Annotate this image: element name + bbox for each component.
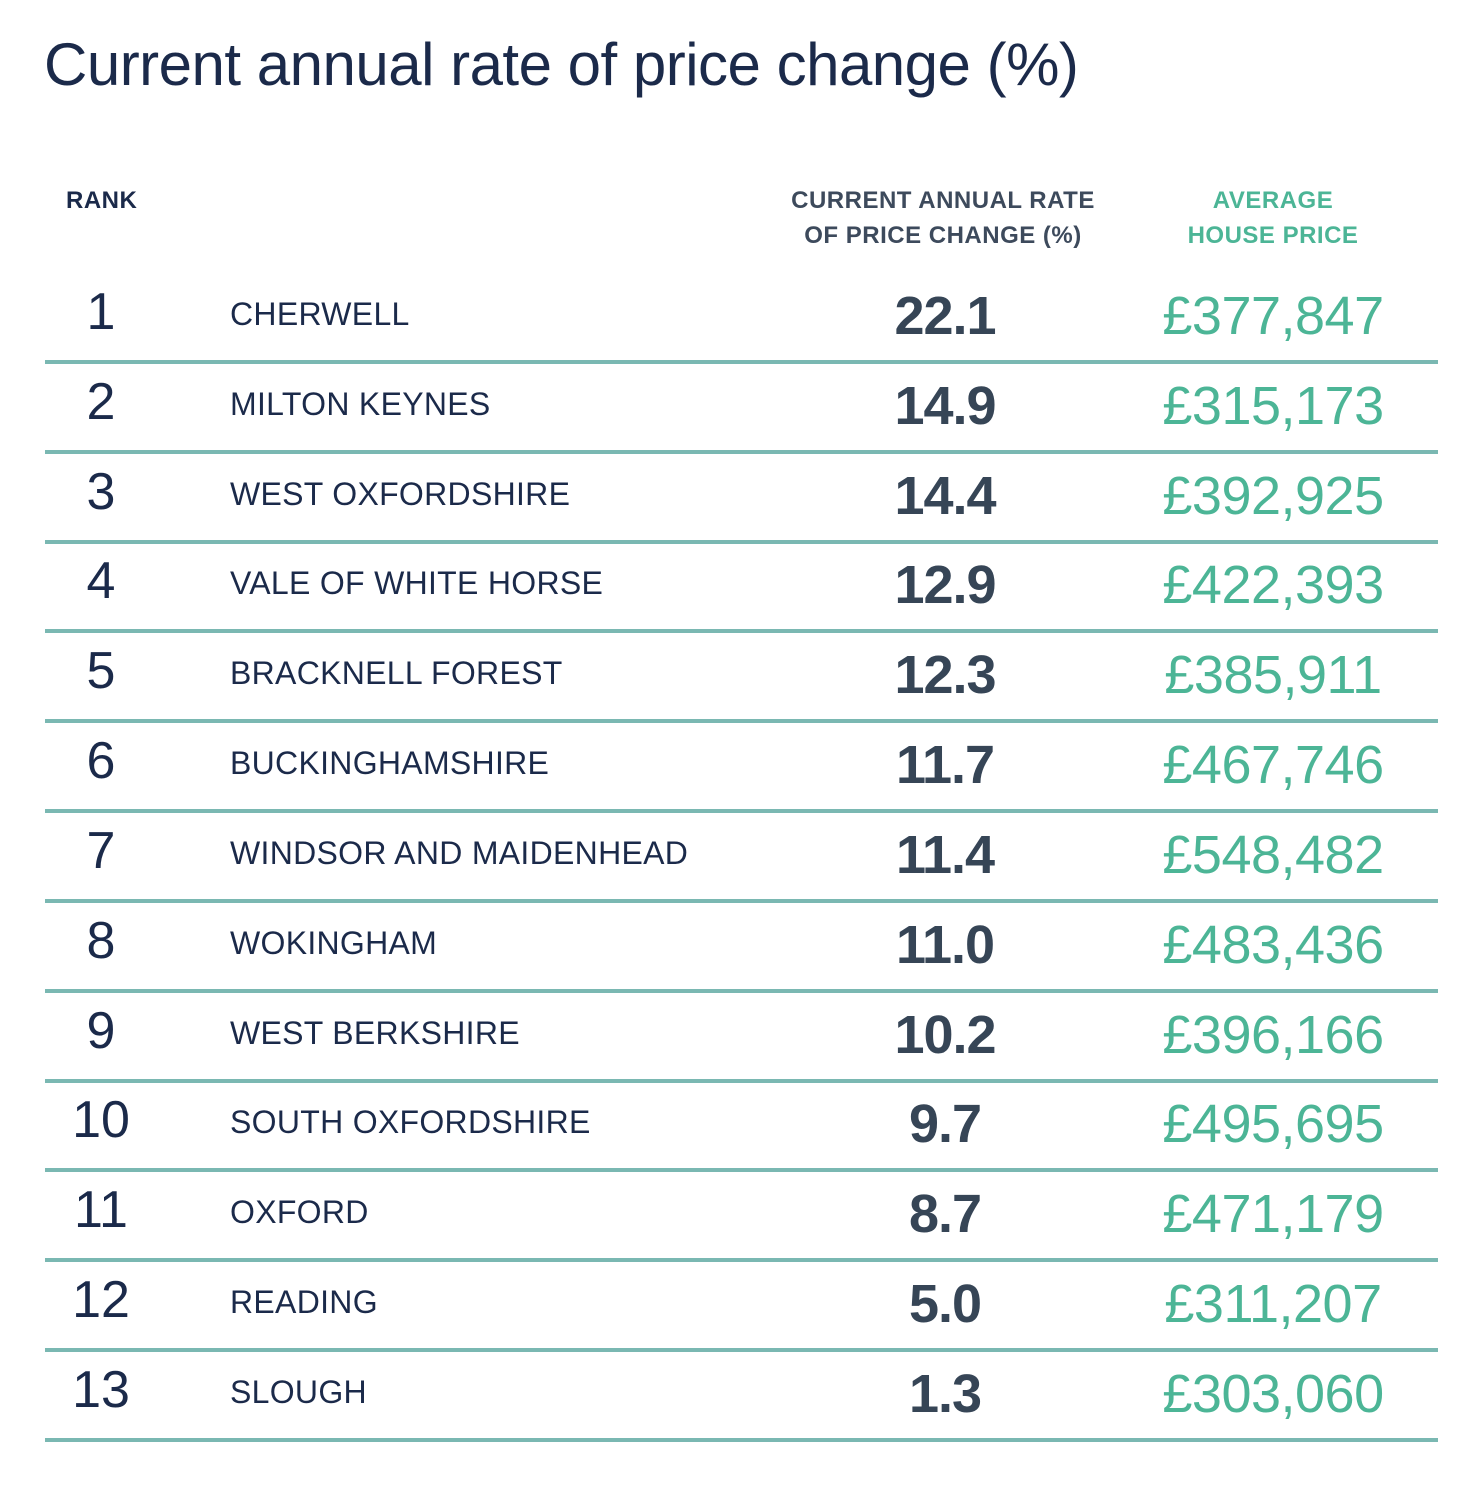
area-cell: SOUTH OXFORDSHIRE <box>230 1104 591 1141</box>
table-row: 12 READING 5.0 £311,207 <box>45 1262 1438 1353</box>
row-divider <box>45 449 1438 454</box>
price-cell: £392,925 <box>1162 465 1384 526</box>
header-rate-line-1: CURRENT ANNUAL RATE <box>791 187 1095 214</box>
header-rate-line-2: OF PRICE CHANGE (%) <box>804 222 1082 249</box>
area-cell: SLOUGH <box>230 1373 367 1410</box>
table-row: 2 MILTON KEYNES 14.9 £315,173 <box>45 364 1438 454</box>
table-row: 6 BUCKINGHAMSHIRE 11.7 £467,746 <box>45 723 1438 814</box>
rank-cell: 1 <box>86 283 116 341</box>
table-row: 3 WEST OXFORDSHIRE 14.4 £392,925 <box>45 454 1438 544</box>
row-divider <box>45 719 1438 724</box>
header-rate: CURRENT ANNUAL RATE OF PRICE CHANGE (%) <box>760 183 1126 253</box>
rate-cell: 14.9 <box>894 375 996 436</box>
table-row: 10 SOUTH OXFORDSHIRE 9.7 £495,695 <box>45 1082 1438 1173</box>
rate-cell: 12.9 <box>894 555 996 616</box>
table-row: 1 CHERWELL 22.1 £377,847 <box>45 274 1438 364</box>
table-row: 9 WEST BERKSHIRE 10.2 £396,166 <box>45 993 1438 1083</box>
price-cell: £495,695 <box>1162 1094 1384 1155</box>
rank-cell: 11 <box>74 1181 128 1240</box>
rate-cell: 14.4 <box>894 465 996 526</box>
price-cell: £471,179 <box>1162 1184 1384 1245</box>
price-cell: £385,911 <box>1164 645 1382 706</box>
area-cell: OXFORD <box>230 1194 369 1231</box>
table-row: 11 OXFORD 8.7 £471,179 <box>45 1172 1438 1263</box>
price-cell: £315,173 <box>1162 375 1384 436</box>
area-cell: READING <box>230 1284 378 1321</box>
rank-cell: 3 <box>86 462 116 521</box>
area-cell: WEST BERKSHIRE <box>230 1014 520 1051</box>
rate-cell: 9.7 <box>908 1094 982 1155</box>
area-cell: VALE OF WHITE HORSE <box>230 565 604 602</box>
price-cell: £377,847 <box>1162 286 1384 346</box>
rank-cell: 10 <box>72 1091 130 1150</box>
area-cell: WOKINGHAM <box>230 924 438 961</box>
price-cell: £467,746 <box>1162 735 1384 796</box>
rank-cell: 5 <box>86 642 116 701</box>
rank-cell: 12 <box>72 1271 130 1330</box>
table-row: 4 VALE OF WHITE HORSE 12.9 £422,393 <box>45 543 1438 634</box>
header-rank: RANK <box>66 187 138 214</box>
rank-cell: 8 <box>86 911 116 970</box>
rate-cell: 12.3 <box>894 645 996 706</box>
row-divider <box>45 898 1438 903</box>
table-row: 13 SLOUGH 1.3 £303,060 <box>45 1352 1438 1442</box>
row-divider <box>45 1078 1438 1083</box>
rank-cell: 6 <box>86 732 116 791</box>
page-title: Current annual rate of price change (%) <box>44 31 1079 98</box>
price-cell: £303,060 <box>1162 1363 1384 1424</box>
row-divider <box>45 360 1438 364</box>
row-divider <box>45 539 1438 544</box>
table-row: 8 WOKINGHAM 11.0 £483,436 <box>45 903 1438 993</box>
price-cell: £311,207 <box>1164 1274 1382 1335</box>
rank-cell: 7 <box>86 821 116 880</box>
table-row: 5 BRACKNELL FOREST 12.3 £385,911 <box>45 633 1438 724</box>
rate-cell: 11.0 <box>895 914 995 975</box>
header-price-line-1: AVERAGE <box>1212 187 1334 214</box>
row-divider <box>45 1437 1438 1442</box>
rank-cell: 2 <box>86 372 116 431</box>
rate-cell: 5.0 <box>908 1274 982 1335</box>
rate-cell: 11.7 <box>895 735 995 796</box>
rate-cell: 10.2 <box>894 1004 996 1065</box>
area-cell: WINDSOR AND MAIDENHEAD <box>230 834 689 871</box>
rate-cell: 11.4 <box>895 824 995 885</box>
header-price-line-2: HOUSE PRICE <box>1187 222 1359 249</box>
area-cell: CHERWELL <box>230 296 410 332</box>
rate-cell: 1.3 <box>908 1363 982 1424</box>
price-cell: £396,166 <box>1162 1004 1384 1065</box>
area-cell: BRACKNELL FOREST <box>230 655 563 692</box>
row-divider <box>45 1168 1438 1173</box>
area-cell: BUCKINGHAMSHIRE <box>230 745 550 782</box>
price-cell: £548,482 <box>1162 824 1384 885</box>
rank-cell: 9 <box>86 1001 116 1060</box>
rank-cell: 13 <box>72 1360 130 1419</box>
rank-cell: 4 <box>86 552 116 611</box>
rate-cell: 8.7 <box>908 1184 982 1245</box>
row-divider <box>45 1258 1438 1263</box>
price-cell: £422,393 <box>1162 555 1384 616</box>
table-row: 7 WINDSOR AND MAIDENHEAD 11.4 £548,482 <box>45 813 1438 903</box>
row-divider <box>45 1348 1438 1353</box>
row-divider <box>45 988 1438 993</box>
row-divider <box>45 809 1438 814</box>
area-cell: WEST OXFORDSHIRE <box>230 475 571 512</box>
header-price: AVERAGE HOUSE PRICE <box>1128 183 1418 253</box>
row-divider <box>45 629 1438 634</box>
rate-cell: 22.1 <box>894 286 996 346</box>
area-cell: MILTON KEYNES <box>230 385 491 422</box>
price-cell: £483,436 <box>1162 914 1384 975</box>
